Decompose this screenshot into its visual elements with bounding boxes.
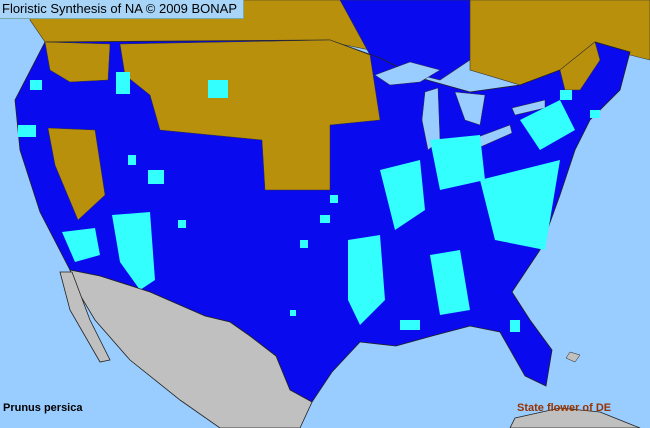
nevada-absent bbox=[47, 127, 106, 221]
cyan-county-patches bbox=[18, 72, 600, 332]
northern-plains-absent bbox=[119, 39, 381, 191]
species-name: Prunus persica bbox=[3, 402, 83, 414]
cuba bbox=[509, 407, 641, 428]
washington-absent bbox=[44, 41, 111, 83]
state-flower-note: State flower of DE bbox=[517, 402, 612, 414]
new-england-absent bbox=[559, 41, 601, 91]
mexico bbox=[69, 269, 313, 428]
map-title: Floristic Synthesis of NA © 2009 BONAP bbox=[0, 0, 245, 19]
bahamas bbox=[565, 351, 581, 363]
baja-california bbox=[59, 271, 111, 363]
